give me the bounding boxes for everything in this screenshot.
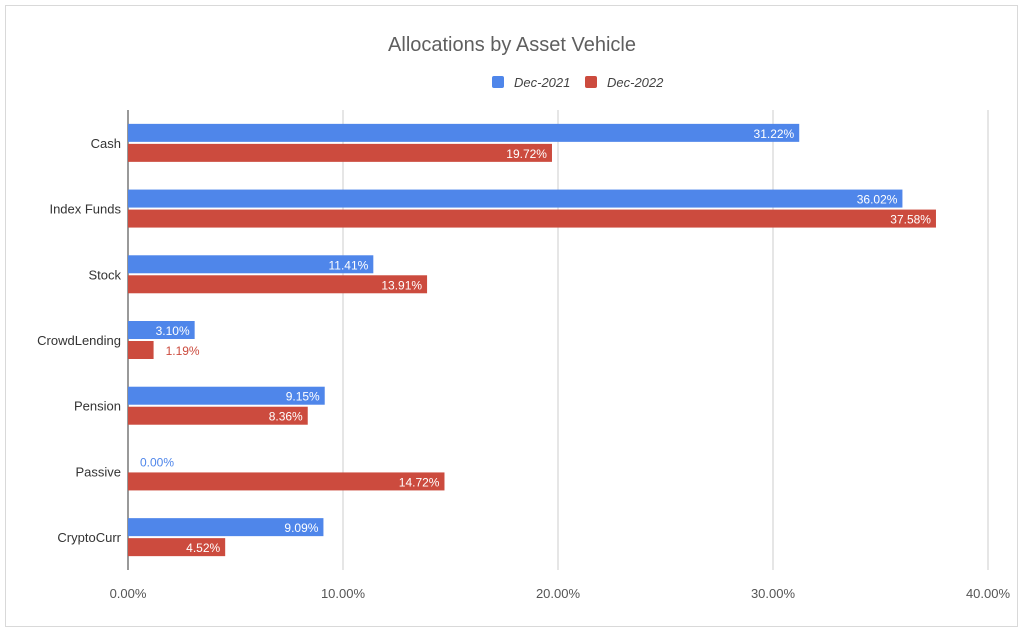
y-axis: Cash Index Funds Stock CrowdLending Pension P… xyxy=(37,136,122,545)
legend-label: Dec-2021 xyxy=(514,75,570,90)
category-label: Stock xyxy=(88,267,121,282)
bar xyxy=(128,255,374,274)
gridlines xyxy=(127,110,989,570)
data-label: 9.15% xyxy=(286,390,320,404)
x-tick-label: 20.00% xyxy=(536,586,581,601)
category-label: CryptoCurr xyxy=(57,530,121,545)
bar xyxy=(128,275,428,294)
bar xyxy=(128,209,936,228)
x-tick-label: 40.00% xyxy=(966,586,1011,601)
bar xyxy=(128,386,325,405)
legend-swatch xyxy=(492,76,504,88)
data-label: 0.00% xyxy=(140,455,174,469)
category-label: Index Funds xyxy=(49,202,121,217)
data-labels: 31.22% 19.72% 36.02% 37.58% 11.41% 13.91% 3.10… xyxy=(140,127,931,555)
bar xyxy=(128,406,308,425)
data-label: 36.02% xyxy=(857,193,898,207)
bar xyxy=(128,123,800,142)
bar xyxy=(128,538,226,557)
category-label: Passive xyxy=(75,464,121,479)
data-label: 9.09% xyxy=(284,521,318,535)
bar xyxy=(128,518,324,537)
chart-title: Allocations by Asset Vehicle xyxy=(388,34,636,56)
bar xyxy=(128,189,903,208)
legend: Dec-2021 Dec-2022 xyxy=(492,75,664,90)
data-label: 19.72% xyxy=(506,147,547,161)
data-label: 3.10% xyxy=(156,324,190,338)
bars xyxy=(128,123,936,557)
data-label: 14.72% xyxy=(399,475,440,489)
x-tick-label: 10.00% xyxy=(321,586,366,601)
x-axis: 0.00% 10.00% 20.00% 30.00% 40.00% xyxy=(110,586,1011,601)
data-label: 31.22% xyxy=(754,127,795,141)
legend-label: Dec-2022 xyxy=(607,75,664,90)
data-label: 13.91% xyxy=(381,278,422,292)
bar xyxy=(128,341,154,359)
data-label: 1.19% xyxy=(166,344,200,358)
data-label: 37.58% xyxy=(890,213,931,227)
category-label: CrowdLending xyxy=(37,333,121,348)
data-label: 8.36% xyxy=(269,410,303,424)
data-label: 11.41% xyxy=(329,258,369,272)
category-label: Pension xyxy=(74,399,121,414)
x-tick-label: 0.00% xyxy=(110,586,147,601)
chart-frame xyxy=(5,5,1018,627)
legend-swatch xyxy=(585,76,597,88)
data-label: 4.52% xyxy=(186,541,220,555)
bar xyxy=(128,321,195,339)
bar xyxy=(128,472,445,491)
x-tick-label: 30.00% xyxy=(751,586,796,601)
category-label: Cash xyxy=(91,136,121,151)
bar xyxy=(128,143,552,162)
